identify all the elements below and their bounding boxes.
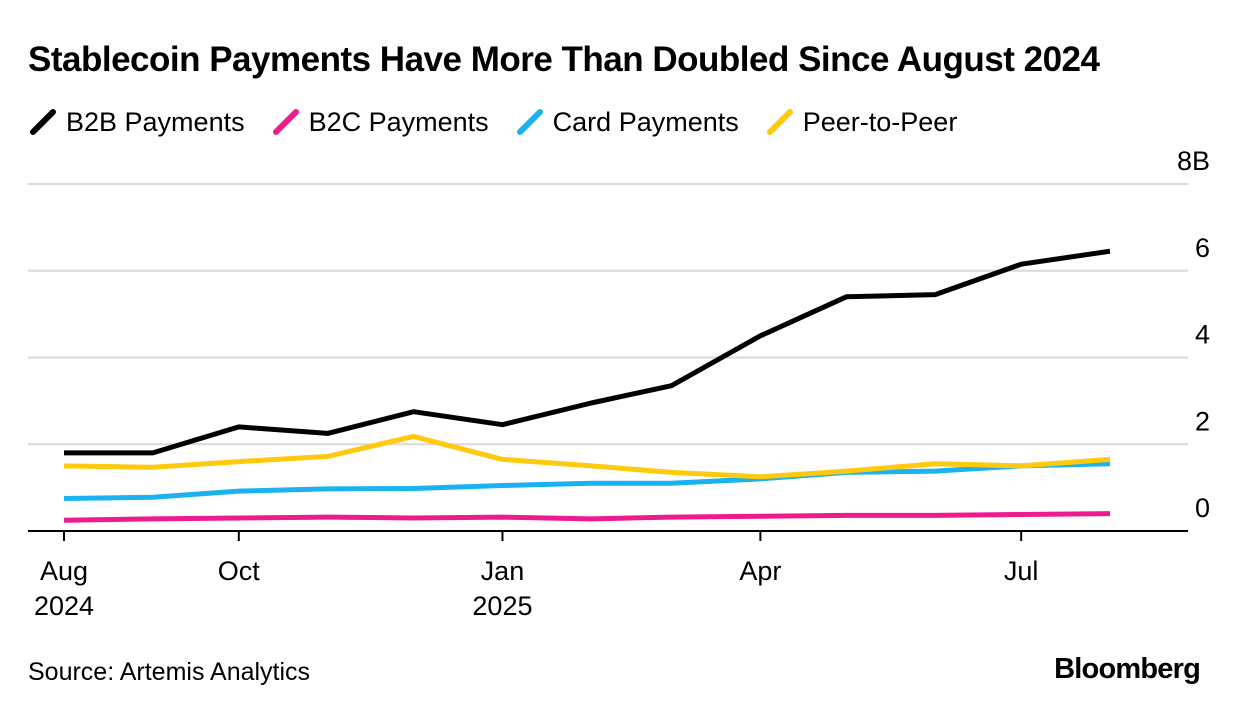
x-tick-label: Oct: [218, 556, 261, 586]
legend-label: B2C Payments: [308, 106, 489, 137]
legend-item-b2c-payments: B2C Payments: [271, 107, 489, 138]
y-tick-label: 8B: [1177, 146, 1210, 176]
y-tick-label: 2: [1195, 406, 1210, 436]
x-tick-label: Aug: [40, 556, 88, 586]
x-tick-label: Jan: [481, 556, 525, 586]
x-tick-label: Apr: [739, 556, 781, 586]
series-line-peer-to-peer: [63, 433, 1111, 480]
series-line-b2c-payments: [63, 511, 1111, 523]
legend-item-b2b-payments: B2B Payments: [28, 107, 245, 138]
x-tick-sublabel: 2024: [34, 591, 94, 621]
legend-swatch: [516, 109, 543, 135]
y-tick-label: 4: [1195, 320, 1210, 350]
legend-swatch: [30, 109, 56, 135]
chart-title: Stablecoin Payments Have More Than Doubl…: [28, 40, 1100, 79]
chart-legend: B2B Payments B2C Payments Card Payments Pee…: [28, 104, 983, 140]
series-line-card-payments: [63, 461, 1111, 501]
y-tick-label: 0: [1195, 493, 1210, 523]
x-tick-sublabel: 2025: [472, 591, 532, 621]
legend-item-peer-to-peer: Peer-to-Peer: [765, 106, 958, 138]
legend-swatch: [272, 109, 299, 135]
x-tick-label: Jul: [1004, 556, 1039, 586]
legend-swatch: [766, 109, 793, 135]
legend-label: Peer-to-Peer: [802, 106, 958, 137]
legend-label: Card Payments: [552, 106, 739, 137]
legend-label: B2B Payments: [66, 106, 245, 137]
brand-logo: Bloomberg: [1054, 653, 1201, 685]
legend-item-card-payments: Card Payments: [515, 107, 739, 138]
source-note: Source: Artemis Analytics: [28, 658, 311, 686]
y-tick-label: 6: [1195, 233, 1210, 263]
series-line-b2b-payments: [64, 248, 1111, 456]
